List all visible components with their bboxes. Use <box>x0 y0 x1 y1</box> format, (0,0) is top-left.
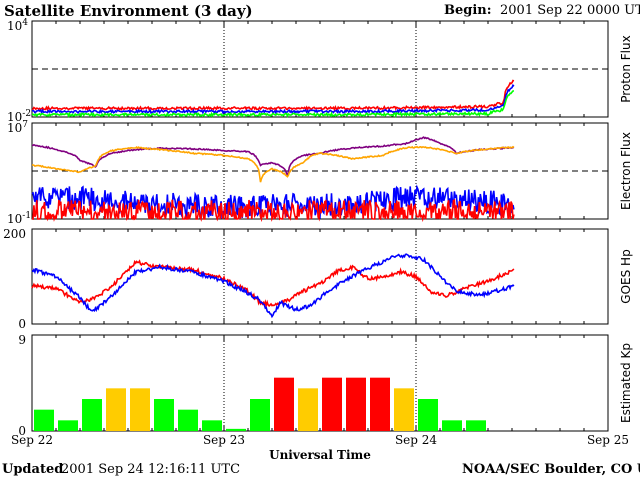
kp-bar <box>322 377 342 431</box>
kp-bar <box>226 428 246 431</box>
electron-y-label: Electron Flux <box>619 132 633 210</box>
axis-labels: 104 10-2 Proton Flux 107 10-1 Electron Flux 20… <box>3 18 633 462</box>
proton-y-tick-label: 104 <box>7 18 28 33</box>
kp-bar <box>418 399 438 431</box>
kp-y-label: Estimated Kp <box>619 343 633 423</box>
hp-series-red <box>31 259 515 309</box>
kp-bar <box>442 420 462 431</box>
kp-bar <box>394 388 414 431</box>
kp-bar <box>82 399 102 431</box>
kp-bar <box>370 377 390 431</box>
electron-series-red <box>31 198 515 223</box>
kp-bar <box>202 420 222 431</box>
x-axis-label: Universal Time <box>269 448 371 462</box>
updated-value: 2001 Sep 24 12:16:11 UTC <box>61 462 241 477</box>
electron-y-tick-label: 107 <box>7 120 28 135</box>
kp-bar <box>298 388 318 431</box>
kp-y-tick-label: 9 <box>18 333 26 347</box>
hp-series-blue <box>31 253 515 319</box>
hp-y-tick-label: 200 <box>3 227 26 241</box>
kp-bar <box>466 420 486 431</box>
x-tick-label: Sep 23 <box>203 433 245 447</box>
kp-bar <box>178 409 198 431</box>
hp-y-label: GOES Hp <box>619 249 633 303</box>
updated-label: Updated <box>2 462 64 477</box>
kp-bar <box>58 420 78 431</box>
kp-y-tick-label: 0 <box>18 424 26 438</box>
kp-bar <box>106 388 126 431</box>
proton-panel-frame <box>31 20 609 118</box>
hp-y-tick-label: 0 <box>18 317 26 331</box>
proton-y-tick-label: 10-2 <box>7 109 31 124</box>
x-tick-label: Sep 24 <box>395 433 437 447</box>
kp-bar <box>130 388 150 431</box>
credit-text: NOAA/SEC Boulder, CO USA <box>462 462 640 477</box>
proton-series-red <box>31 79 515 112</box>
chart-title: Satellite Environment (3 day) <box>4 2 253 20</box>
x-tick-label: Sep 22 <box>11 433 53 447</box>
kp-bar <box>154 399 174 431</box>
hp-panel-frame <box>31 228 609 325</box>
data-series <box>31 79 515 431</box>
proton-series-green <box>31 90 515 119</box>
electron-series-orange <box>31 145 515 183</box>
begin-value: 2001 Sep 22 0000 UTC <box>500 3 640 18</box>
proton-y-label: Proton Flux <box>619 35 633 102</box>
kp-bar <box>34 409 54 431</box>
x-tick-label: Sep 25 <box>587 433 629 447</box>
electron-series-purple <box>31 136 515 178</box>
electron-y-tick-label: 10-1 <box>7 211 31 226</box>
begin-label: Begin: <box>444 3 492 18</box>
kp-bar <box>274 377 294 431</box>
kp-bar <box>250 399 270 431</box>
kp-bar <box>346 377 366 431</box>
panel-frames <box>31 20 609 432</box>
electron-series-blue <box>31 184 515 220</box>
